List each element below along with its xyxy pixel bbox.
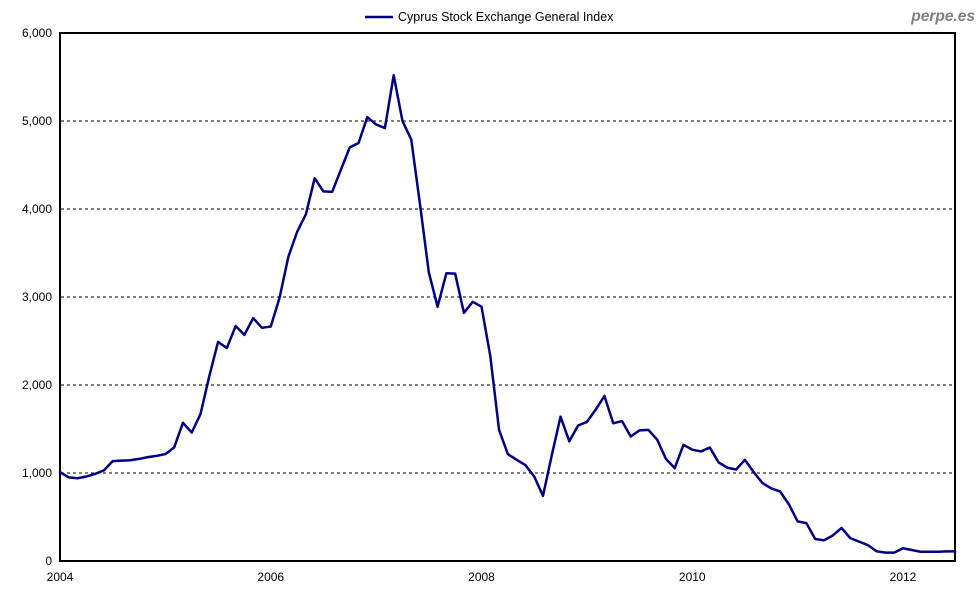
legend-label: Cyprus Stock Exchange General Index — [398, 10, 614, 24]
y-axis-labels: 6,000 5,000 4,000 3,000 2,000 1,000 0 — [22, 26, 52, 568]
y-axis-label: 2,000 — [22, 378, 52, 392]
y-axis-label: 4,000 — [22, 202, 52, 216]
gridlines — [61, 120, 954, 474]
y-axis-label: 1,000 — [22, 466, 52, 480]
y-axis-label: 0 — [45, 554, 52, 568]
y-axis-label: 5,000 — [22, 114, 52, 128]
x-axis-label: 2006 — [257, 570, 284, 584]
legend: Cyprus Stock Exchange General Index — [365, 10, 614, 24]
x-axis-labels: 2004 2006 2008 2010 2012 — [47, 570, 917, 584]
plot-border — [59, 32, 956, 562]
x-axis-label: 2004 — [47, 570, 74, 584]
watermark: perpe.es — [910, 8, 975, 25]
x-axis-label: 2012 — [890, 570, 917, 584]
y-axis-label: 6,000 — [22, 26, 52, 40]
x-axis-label: 2010 — [679, 570, 706, 584]
x-axis-label: 2008 — [468, 570, 495, 584]
y-axis-label: 3,000 — [22, 290, 52, 304]
index-line — [58, 73, 957, 554]
